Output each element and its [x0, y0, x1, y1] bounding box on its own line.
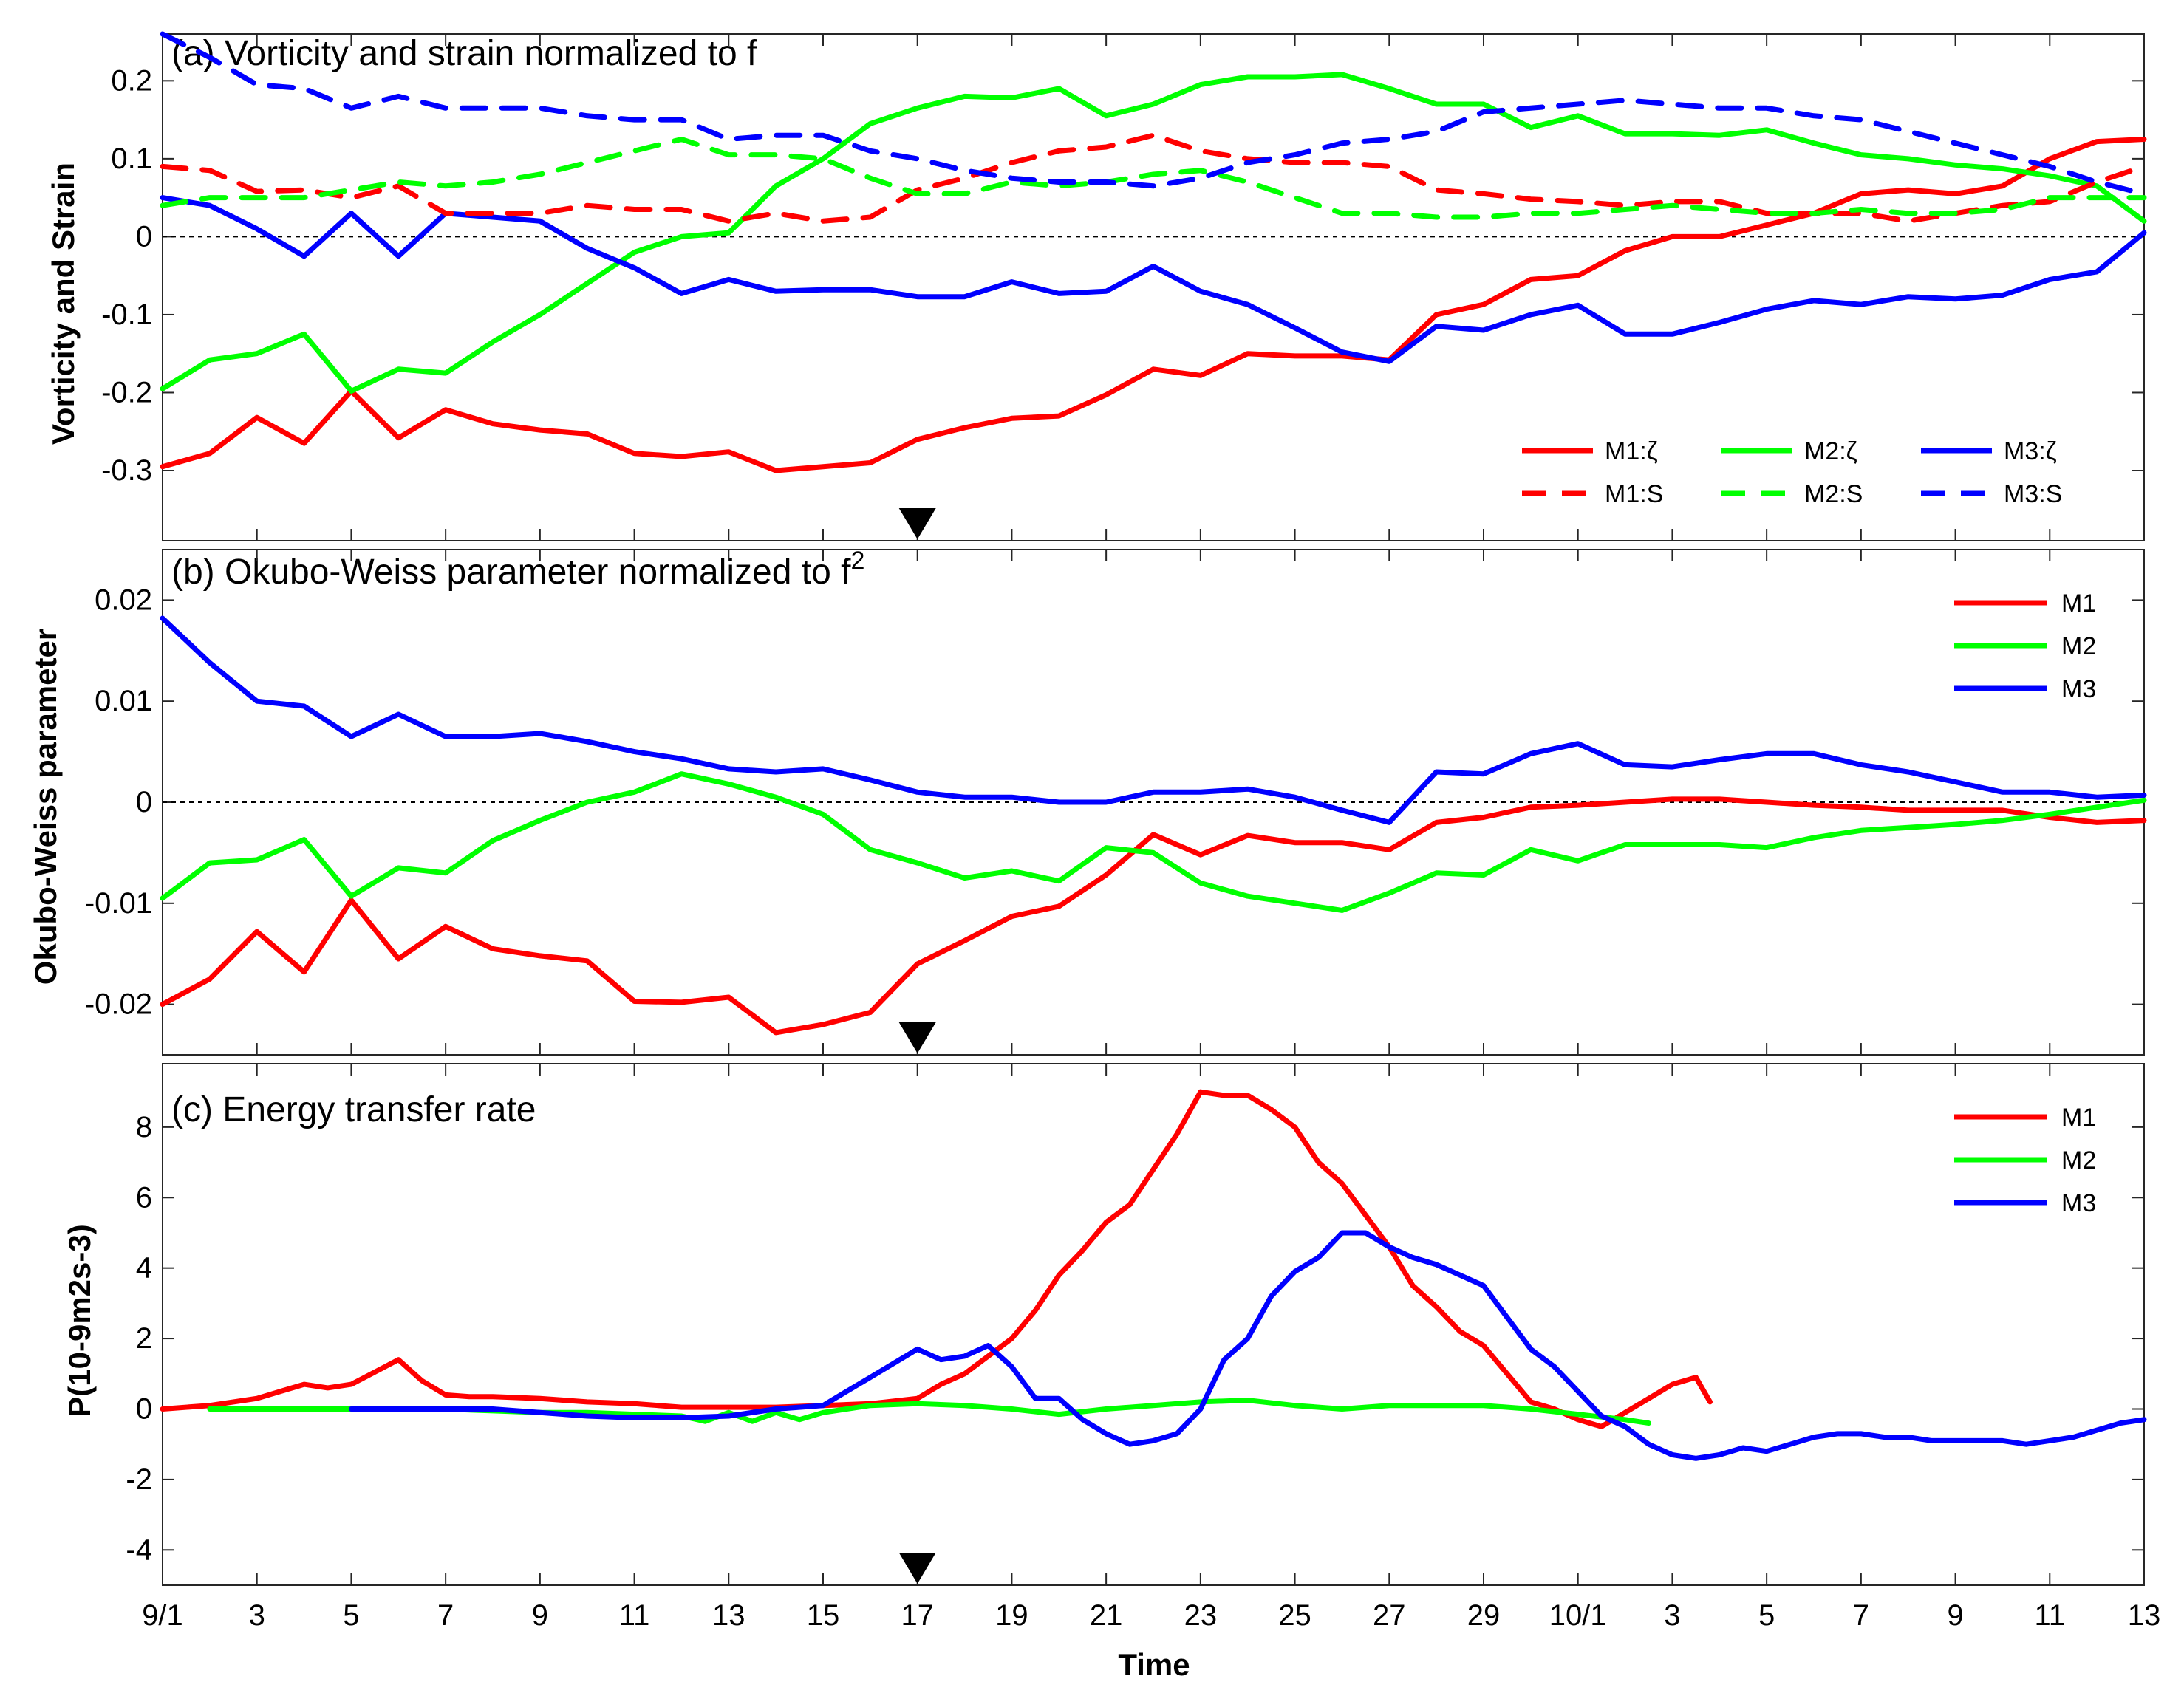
- x-tick-label: 3: [249, 1599, 265, 1632]
- panel-b-ytick-label: 0: [136, 786, 152, 818]
- panel-c-title: (c) Energy transfer rate: [171, 1090, 536, 1129]
- panel-c-ylabel: P(10-9m2s-3): [62, 1224, 97, 1417]
- x-tick-label: 25: [1278, 1599, 1311, 1632]
- panel-a-ytick-label: 0.2: [111, 64, 152, 97]
- panel-c-time-marker: [898, 1553, 936, 1584]
- x-tick-label: 7: [1853, 1599, 1869, 1632]
- panel-a-legend-label: M1:S: [1605, 480, 1663, 508]
- panel-b-title-main: (b) Okubo-Weiss parameter normalized to …: [171, 553, 851, 592]
- panel-a-legend-label: M3:ζ: [2004, 437, 2057, 465]
- panel-b-legend-label: M3: [2061, 675, 2096, 703]
- panel-c-ytick-label: -2: [126, 1463, 152, 1496]
- panel-b-ytick-label: 0.01: [95, 685, 152, 717]
- shared-x-axis: Time: [1118, 1647, 1190, 1682]
- panel-c-series-m2: [207, 1398, 1651, 1426]
- x-tick-label: 3: [1664, 1599, 1680, 1632]
- panel-b-series-m3: [160, 615, 2147, 825]
- panel-c-ytick-label: 6: [136, 1181, 152, 1214]
- panel-b-legend-label: M2: [2061, 632, 2096, 660]
- panel-b-title: (b) Okubo-Weiss parameter normalized to …: [171, 547, 864, 592]
- panel-c-ytick-label: 8: [136, 1111, 152, 1143]
- panel-c-ytick-label: 4: [136, 1252, 152, 1285]
- x-tick-label: 10/1: [1549, 1599, 1607, 1632]
- panel-c-legend-label: M2: [2061, 1146, 2096, 1174]
- panel-b-series-m2: [160, 771, 2147, 913]
- panel-a-axes-box: [162, 33, 2145, 541]
- x-tick-label: 11: [2035, 1599, 2066, 1632]
- panel-b-ytick-label: -0.02: [85, 988, 152, 1021]
- panel-a-series-m2-s: [160, 137, 2147, 220]
- panel-a-time-marker: [898, 508, 936, 539]
- panel-c-energy-transfer: (c) Energy transfer rate P(10-9m2s-3) -4…: [62, 1063, 2161, 1632]
- x-tick-label: 13: [2128, 1599, 2161, 1632]
- x-tick-label: 7: [437, 1599, 454, 1632]
- x-tick-label: 19: [995, 1599, 1028, 1632]
- x-tick-label: 5: [1758, 1599, 1775, 1632]
- panel-a-ytick-label: -0.1: [101, 298, 152, 331]
- panel-b-legend-label: M1: [2061, 589, 2096, 618]
- panel-a-title: (a) Vorticity and strain normalized to f: [171, 34, 757, 73]
- x-tick-label: 9: [532, 1599, 548, 1632]
- x-tick-label: 17: [901, 1599, 934, 1632]
- panel-a-series-m1-s: [160, 132, 2147, 224]
- panel-b-ytick-label: -0.01: [85, 887, 152, 920]
- panel-a-ytick-label: -0.2: [101, 376, 152, 408]
- panel-b-axes-box: [162, 549, 2145, 1056]
- panel-c-axes-box: [162, 1063, 2145, 1586]
- x-tick-label: 23: [1184, 1599, 1218, 1632]
- panel-b-ytick-label: 0.02: [95, 584, 152, 616]
- x-tick-label: 5: [343, 1599, 359, 1632]
- x-axis-label: Time: [1118, 1647, 1190, 1682]
- panel-c-ytick-label: -4: [126, 1533, 152, 1566]
- panel-a-legend-label: M2:ζ: [1804, 437, 1857, 465]
- panel-a-ytick-label: -0.3: [101, 454, 152, 487]
- panel-a-legend-label: M2:S: [1804, 480, 1863, 508]
- panel-a-legend-label: M1:ζ: [1605, 437, 1658, 465]
- x-tick-label: 9: [1947, 1599, 1963, 1632]
- x-tick-label: 15: [807, 1599, 840, 1632]
- x-tick-label: 27: [1373, 1599, 1406, 1632]
- panel-b-time-marker: [898, 1022, 936, 1053]
- panel-a-legend-label: M3:S: [2004, 480, 2062, 508]
- panel-b-ylabel: Okubo-Weiss parameter: [28, 629, 63, 985]
- panel-c-series-m1: [160, 1089, 1713, 1429]
- panel-c-ytick-label: 2: [136, 1322, 152, 1355]
- x-tick-label: 21: [1090, 1599, 1123, 1632]
- panel-c-legend-label: M1: [2061, 1104, 2096, 1132]
- panel-a-ylabel: Vorticity and Strain: [46, 163, 81, 445]
- panel-a-ytick-label: 0: [136, 220, 152, 253]
- panel-b-okubo-weiss: (b) Okubo-Weiss parameter normalized to …: [28, 547, 2147, 1056]
- panel-a-series-m3-: [160, 195, 2147, 364]
- panel-c-series-m3: [348, 1230, 2147, 1461]
- x-tick-label: 29: [1467, 1599, 1501, 1632]
- panel-a-series-m3-s: [160, 31, 2147, 196]
- panel-c-ytick-label: 0: [136, 1392, 152, 1425]
- panel-a-series-m2-: [160, 72, 2147, 394]
- panel-c-legend-label: M3: [2061, 1189, 2096, 1217]
- x-tick-label: 9/1: [142, 1599, 183, 1632]
- panel-b-title-superscript: 2: [850, 547, 864, 575]
- panel-b-series-m1: [160, 796, 2147, 1036]
- panel-a-ytick-label: 0.1: [111, 143, 152, 175]
- x-tick-label: 11: [619, 1599, 650, 1632]
- x-tick-label: 13: [712, 1599, 745, 1632]
- panel-a-vorticity-strain: (a) Vorticity and strain normalized to f…: [46, 31, 2147, 541]
